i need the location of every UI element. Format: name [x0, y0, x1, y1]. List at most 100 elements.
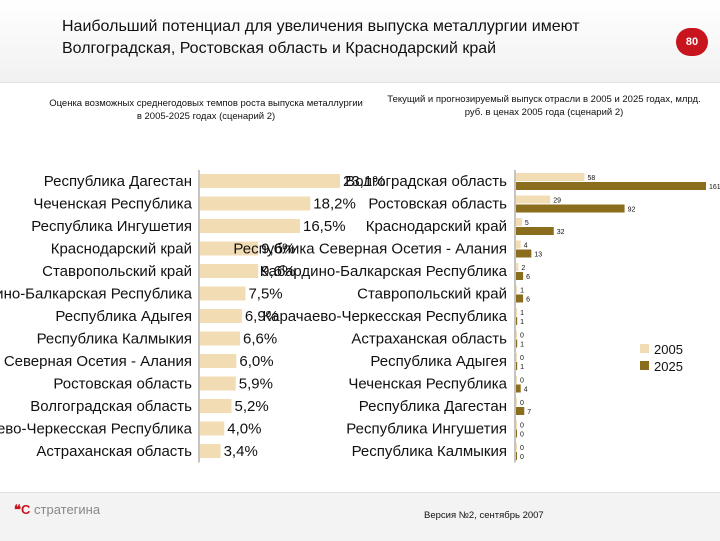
bar-2005: [516, 398, 517, 406]
footer-bar: [0, 492, 720, 541]
right-category-label: Чеченская Республика: [348, 376, 507, 393]
left-category-label: Чеченская Республика: [33, 196, 192, 213]
bar-2025: [516, 204, 625, 213]
left-value-label: 5,9%: [239, 376, 273, 393]
right-chart-title: Текущий и прогнозируемый выпуск отрасли …: [387, 94, 701, 118]
slide-header: [0, 0, 720, 83]
value-label-2025: 1: [520, 364, 524, 371]
left-chart-title: Оценка возможных среднегодовых темпов ро…: [49, 98, 363, 122]
bar-2005: [516, 218, 522, 226]
right-category-label: Республика Северная Осетия - Алания: [233, 241, 507, 258]
left-category-label: Республика Северная Осетия - Алания: [0, 353, 192, 370]
right-category-label: Краснодарский край: [366, 218, 507, 235]
legend-swatch: [640, 361, 649, 370]
left-bar: [200, 241, 259, 256]
left-category-label: Ставропольский край: [42, 263, 192, 280]
bar-2025: [516, 317, 518, 325]
value-label-2025: 1: [520, 319, 524, 326]
left-category-label: Астраханская область: [36, 443, 192, 460]
bar-2005: [516, 375, 517, 384]
value-label-2025: 1: [520, 342, 524, 349]
left-bar: [200, 354, 237, 368]
value-label-2025: 0: [520, 432, 524, 439]
left-value-label: 3,4%: [224, 443, 258, 460]
value-label-2025: 4: [524, 387, 528, 394]
value-label-2005: 5: [525, 220, 529, 227]
left-category-label: Республика Ингушетия: [31, 218, 192, 235]
bar-2005: [516, 420, 517, 429]
value-label-2005: 0: [520, 400, 524, 407]
left-category-label: Карачаево-Черкесская Республика: [0, 421, 193, 438]
value-label-2005: 2: [521, 265, 525, 272]
left-category-label: Волгоградская область: [30, 398, 192, 415]
left-category-label: Кабардино-Балкарская Республика: [0, 286, 193, 303]
bar-2025: [516, 429, 517, 438]
bar-2025: [516, 182, 706, 190]
right-category-label: Республика Калмыкия: [352, 443, 507, 460]
value-label-2005: 0: [520, 333, 524, 340]
value-label-2005: 0: [520, 355, 524, 362]
value-label-2025: 92: [628, 207, 636, 214]
left-bar: [200, 444, 221, 458]
value-label-2025: 6: [526, 297, 530, 304]
legend-swatch: [640, 344, 649, 353]
value-label-2005: 0: [520, 445, 524, 452]
bar-2005: [516, 240, 521, 249]
bar-2005: [516, 173, 585, 181]
bar-2025: [516, 227, 554, 235]
legend-label: 2025: [654, 359, 683, 374]
legend-label: 2005: [654, 342, 683, 357]
left-bar: [200, 421, 225, 436]
logo-mark-icon: ❝С: [14, 502, 31, 517]
left-bar: [200, 286, 246, 301]
left-bar: [200, 264, 259, 278]
bar-2025: [516, 407, 525, 415]
left-category-label: Республика Адыгея: [55, 308, 192, 325]
value-label-2005: 0: [520, 423, 524, 430]
bar-2005: [516, 308, 518, 316]
bar-2005: [516, 443, 517, 451]
left-value-label: 9,6%: [261, 263, 295, 280]
bar-2025: [516, 384, 521, 393]
right-category-label: Карачаево-Черкесская Республика: [262, 308, 507, 325]
value-label-2025: 13: [534, 252, 542, 259]
value-label-2025: 0: [520, 454, 524, 461]
value-label-2025: 6: [526, 274, 530, 281]
right-category-label: Республика Ингушетия: [346, 421, 507, 438]
left-value-label: 23,1%: [343, 173, 386, 190]
left-value-label: 4,0%: [227, 421, 261, 438]
left-category-label: Ростовская область: [53, 376, 192, 393]
value-label-2005: 1: [520, 288, 524, 295]
right-category-label: Республика Дагестан: [359, 398, 507, 415]
bar-2005: [516, 263, 519, 271]
value-label-2005: 4: [524, 243, 528, 250]
value-label-2005: 1: [520, 310, 524, 317]
bar-2005: [516, 353, 517, 361]
left-bar: [200, 196, 311, 211]
left-value-label: 18,2%: [313, 196, 356, 213]
right-category-label: Астраханская область: [351, 331, 507, 348]
value-label-2025: 161: [709, 184, 720, 191]
left-bar: [200, 309, 242, 323]
bar-2005: [516, 195, 551, 204]
value-label-2005: 0: [520, 378, 524, 385]
value-label-2025: 7: [527, 409, 531, 416]
value-label-2025: 32: [557, 229, 565, 236]
left-value-label: 7,5%: [248, 286, 282, 303]
bar-2025: [516, 249, 532, 258]
bar-2025: [516, 362, 518, 370]
right-category-label: Республика Адыгея: [370, 353, 507, 370]
value-label-2005: 29: [553, 198, 561, 205]
left-bar: [200, 376, 236, 391]
version-label: Версия №2, сентябрь 2007: [424, 510, 544, 521]
company-logo: ❝С стратегина: [14, 502, 100, 526]
left-category-label: Республика Калмыкия: [37, 331, 192, 348]
left-bar: [200, 331, 240, 346]
left-value-label: 6,0%: [239, 353, 273, 370]
left-bar: [200, 399, 232, 413]
bar-2025: [516, 452, 517, 460]
bar-2025: [516, 272, 524, 280]
left-bar: [200, 219, 300, 233]
page-number-badge: 80: [676, 28, 708, 56]
right-category-label: Кабардино-Балкарская Республика: [260, 263, 508, 280]
